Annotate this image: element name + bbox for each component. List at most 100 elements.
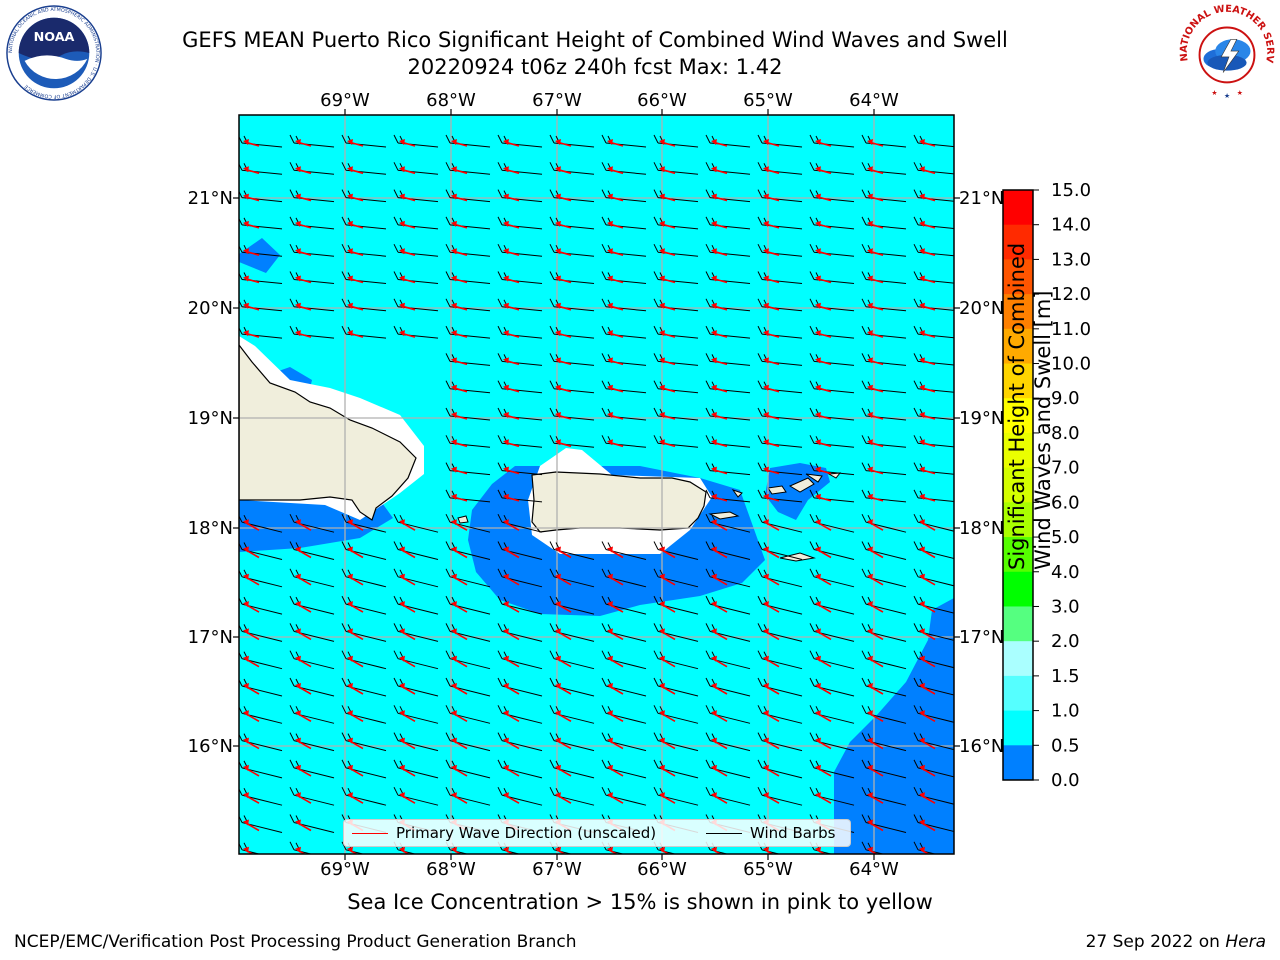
colorbar-tick-label: 5.0: [1051, 527, 1080, 548]
wave-arrow: [763, 764, 780, 777]
wave-arrow: [347, 220, 364, 229]
wave-arrow: [295, 764, 312, 777]
wave-arrow: [555, 683, 572, 695]
wave-arrow: [451, 655, 468, 668]
wave-arrow: [607, 384, 624, 393]
wave-arrow: [919, 792, 936, 804]
wave-arrow: [815, 573, 832, 586]
wave-arrow: [867, 573, 884, 586]
wave-arrow: [763, 275, 780, 284]
wave-arrow: [763, 546, 780, 559]
colorbar-bin: [1003, 502, 1033, 538]
wave-arrow: [763, 302, 780, 311]
wave-arrow: [763, 710, 780, 722]
wave-arrow: [451, 412, 468, 420]
wave-arrow: [451, 519, 468, 531]
wave-arrow: [503, 384, 520, 393]
wave-arrow: [555, 710, 572, 722]
wave-arrow: [503, 493, 520, 502]
wave-arrow: [503, 546, 520, 559]
wave-arrow: [399, 737, 416, 750]
lat-label-left-18n: 18°N: [188, 518, 233, 539]
plot-subtitle: 20220924 t06z 240h fcst Max: 1.42: [407, 55, 783, 79]
wave-arrow: [815, 193, 832, 202]
wave-arrow: [503, 710, 520, 722]
wave-arrow: [503, 628, 520, 641]
wave-arrow: [607, 601, 624, 613]
lon-label-bottom-64w: 64°W: [849, 859, 899, 880]
wave-arrow: [399, 139, 416, 147]
colorbar-tick-label: 14.0: [1051, 215, 1091, 236]
lon-label-top-64w: 64°W: [849, 90, 899, 111]
wave-arrow: [711, 384, 728, 393]
wave-arrow: [347, 737, 364, 750]
wave-arrow: [555, 166, 572, 175]
wave-arrow: [763, 412, 780, 420]
wave-arrow: [659, 384, 676, 393]
colorbar: 15.0 14.0 13.0 12.0 11.0 10.0 9.0 8.0 7.0 6.0 5.0 4…: [1002, 180, 1091, 791]
wave-arrow: [867, 546, 884, 559]
land-small-islands: [457, 472, 842, 562]
wave-arrow: [607, 275, 624, 284]
lon-label-top-67w: 67°W: [532, 90, 582, 111]
wave-arrow: [295, 519, 312, 531]
wave-arrow: [399, 683, 416, 695]
wave-arrow: [555, 737, 572, 750]
wave-arrow: [659, 601, 676, 613]
wave-arrow: [763, 439, 780, 448]
wave-arrow: [503, 357, 520, 366]
wave-arrow: [295, 546, 312, 559]
wave-arrow: [711, 710, 728, 722]
wave-arrow: [607, 412, 624, 420]
lat-label-left-21n: 21°N: [188, 188, 233, 209]
wave-arrow: [243, 302, 260, 311]
wave-arrow: [815, 601, 832, 613]
wave-arrow: [867, 412, 884, 420]
wave-arrow: [399, 601, 416, 613]
wave-arrow: [503, 655, 520, 668]
colorbar-bin: [1003, 190, 1033, 226]
wave-arrow: [243, 546, 260, 559]
wave-arrow: [295, 220, 312, 229]
wave-arrow: [451, 546, 468, 559]
colorbar-tick-label: 7.0: [1051, 458, 1080, 479]
colorbar-frame: [1002, 189, 1034, 781]
wave-arrow: [763, 166, 780, 175]
colorbar-bin: [1003, 294, 1033, 330]
wave-arrow: [243, 737, 260, 750]
colorbar-tick-label: 1.0: [1051, 701, 1080, 722]
lon-label-bottom-65w: 65°W: [743, 859, 793, 880]
wave-arrow: [503, 737, 520, 750]
wave-arrow: [711, 683, 728, 695]
wave-arrow: [451, 139, 468, 147]
colorbar-tick-label: 11.0: [1051, 319, 1091, 340]
wave-arrow: [243, 220, 260, 229]
wave-arrow: [711, 193, 728, 202]
wave-arrow: [919, 601, 936, 613]
wave-arrow: [503, 275, 520, 284]
wave-arrow: [919, 655, 936, 668]
wave-arrow: [919, 737, 936, 750]
wave-arrow: [919, 412, 936, 420]
wave-arrow: [503, 601, 520, 613]
wave-arrow: [919, 819, 936, 832]
wave-arrow: [711, 166, 728, 175]
wave-arrow: [815, 710, 832, 722]
wave-arrow: [347, 302, 364, 311]
wave-arrow: [919, 302, 936, 311]
wave-arrow: [607, 302, 624, 311]
wave-arrow: [451, 166, 468, 175]
wave-arrow: [451, 248, 468, 256]
wave-arrow: [867, 330, 884, 338]
wave-arrow: [815, 412, 832, 420]
wave-arrow: [399, 302, 416, 311]
colorbar-tick-label: 12.0: [1051, 284, 1091, 305]
footer-date-text: 27 Sep 2022 on: [1085, 932, 1226, 952]
wave-arrow: [711, 357, 728, 366]
wave-arrow: [503, 302, 520, 311]
lat-label-left-17n: 17°N: [188, 627, 233, 648]
colorbar-tick-label: 10.0: [1051, 354, 1091, 375]
wave-arrow: [659, 655, 676, 668]
wave-arrow: [763, 683, 780, 695]
wave-arrow: [763, 330, 780, 338]
